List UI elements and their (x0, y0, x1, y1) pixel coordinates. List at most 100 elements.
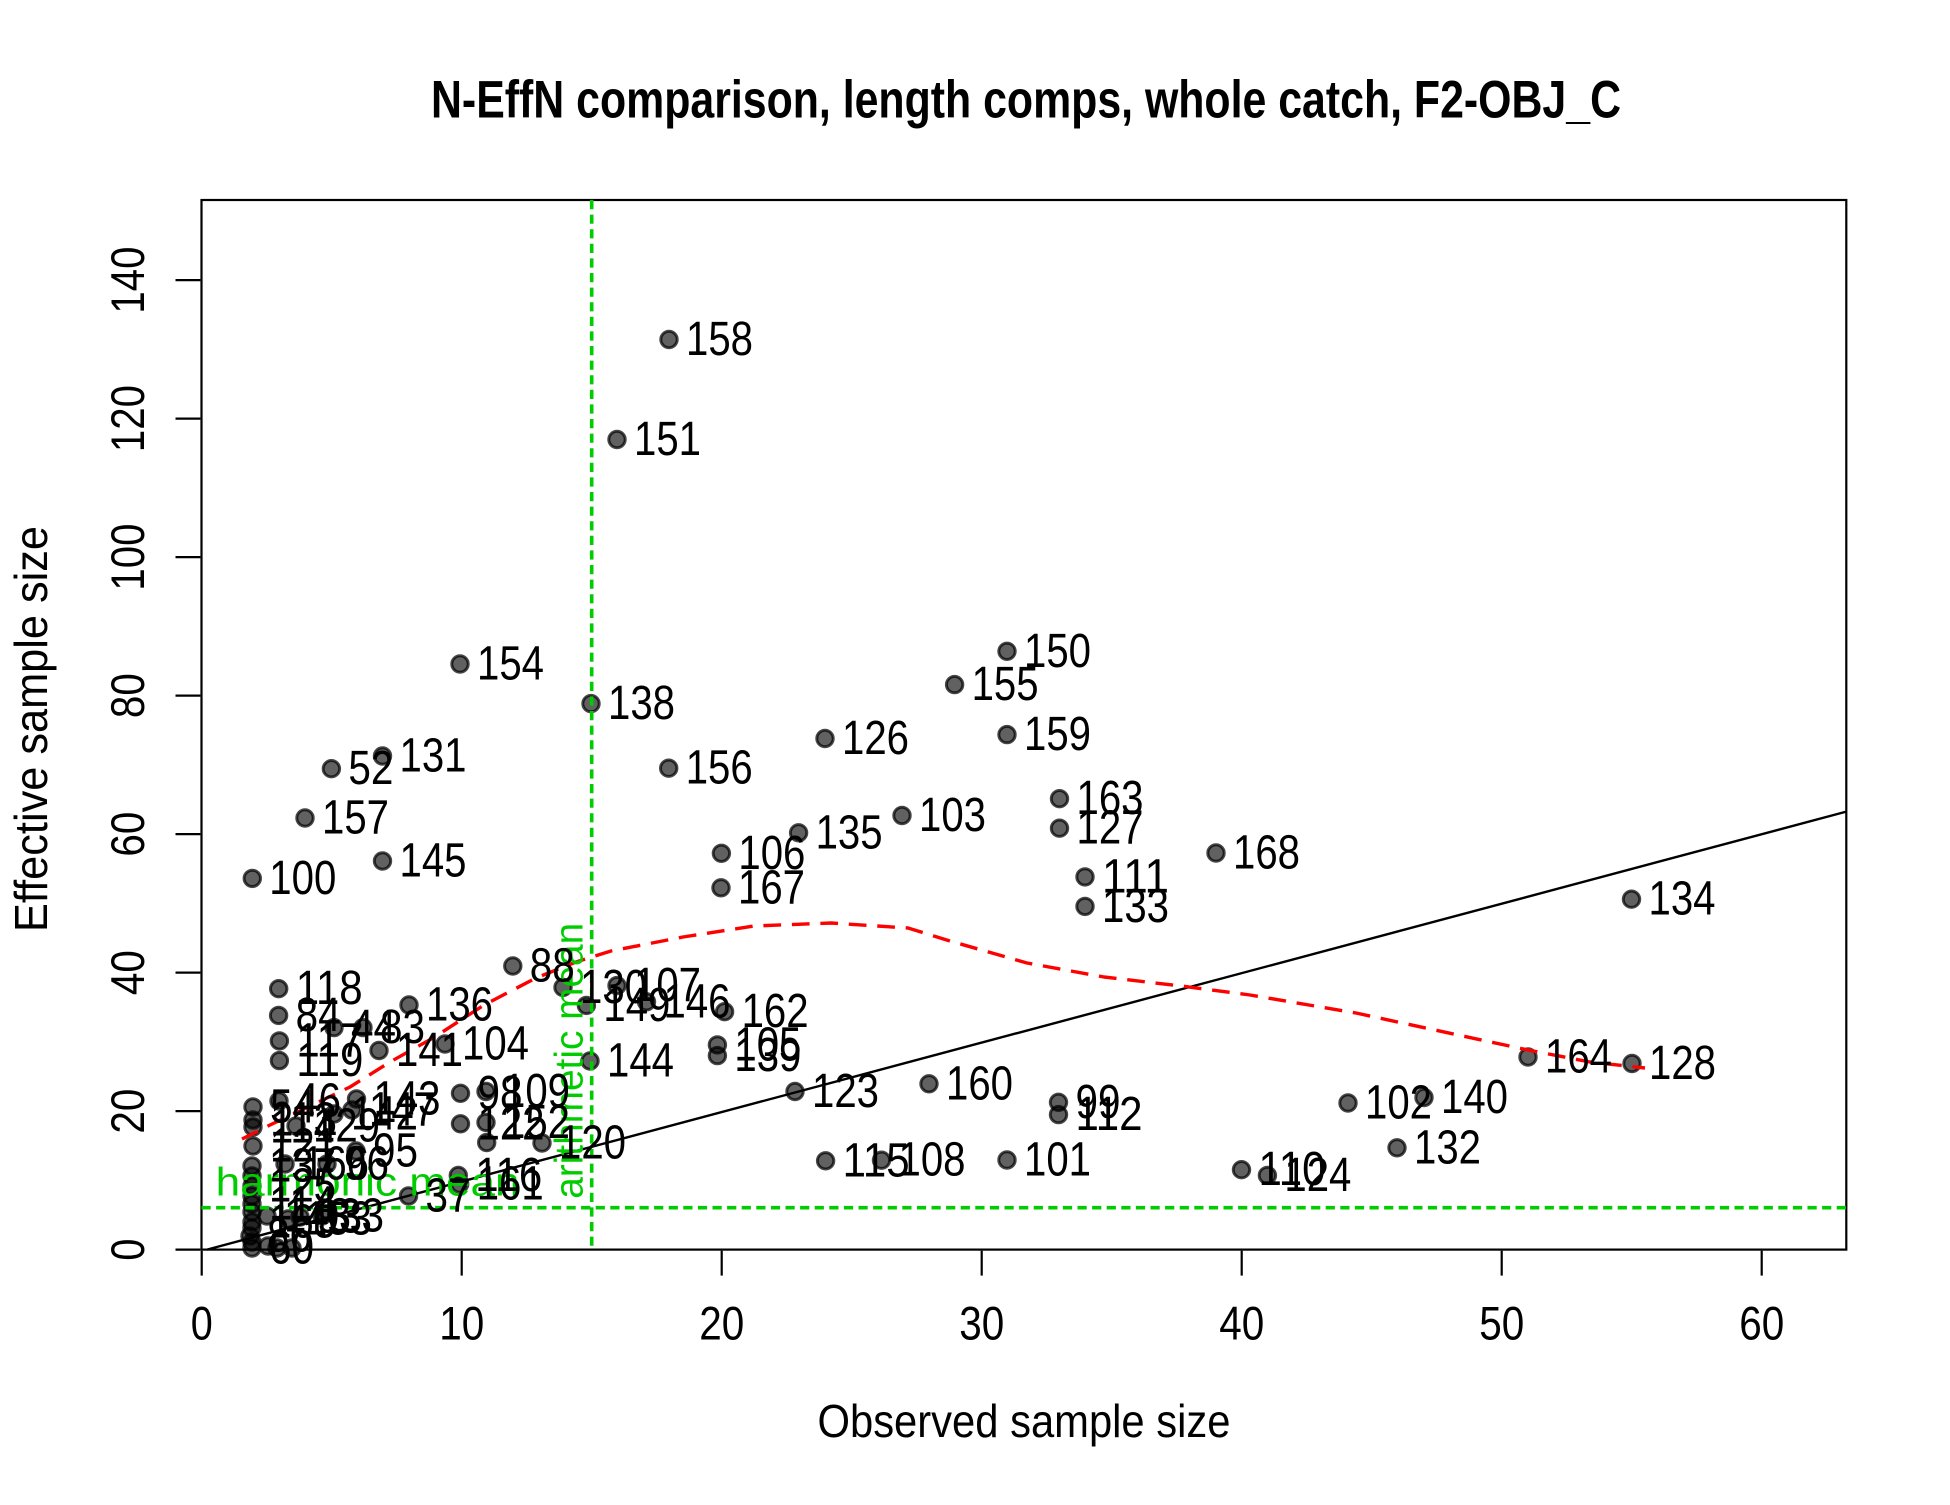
svg-text:100: 100 (101, 524, 154, 591)
svg-text:123: 123 (812, 1065, 879, 1118)
svg-text:84: 84 (296, 989, 341, 1042)
svg-text:88: 88 (530, 940, 575, 993)
svg-text:149: 149 (603, 979, 670, 1032)
svg-text:37: 37 (426, 1170, 471, 1223)
svg-text:155: 155 (972, 658, 1039, 711)
svg-text:144: 144 (607, 1035, 674, 1088)
svg-text:0: 0 (191, 1297, 213, 1350)
svg-text:165: 165 (269, 1196, 336, 1249)
svg-text:102: 102 (1365, 1077, 1432, 1130)
svg-text:60: 60 (101, 812, 154, 857)
svg-text:115: 115 (843, 1134, 910, 1187)
svg-text:harmonic mean: harmonic mean (216, 1161, 520, 1205)
svg-text:161: 161 (477, 1158, 544, 1211)
svg-text:164: 164 (1545, 1031, 1612, 1084)
svg-text:124: 124 (1284, 1149, 1351, 1202)
svg-text:114: 114 (270, 1101, 337, 1154)
svg-text:100: 100 (269, 852, 336, 905)
svg-text:130: 130 (580, 961, 647, 1014)
svg-text:150: 150 (1024, 625, 1091, 678)
svg-text:143: 143 (374, 1073, 441, 1126)
svg-text:151: 151 (634, 413, 701, 466)
svg-text:110: 110 (1259, 1143, 1326, 1196)
svg-text:160: 160 (946, 1057, 1013, 1110)
svg-text:99: 99 (1076, 1076, 1121, 1129)
svg-text:60: 60 (1739, 1297, 1784, 1350)
svg-text:146: 146 (664, 975, 731, 1028)
svg-text:158: 158 (686, 313, 753, 366)
svg-text:167: 167 (738, 861, 805, 914)
svg-text:136: 136 (426, 979, 493, 1032)
svg-text:127: 127 (1077, 802, 1144, 855)
svg-text:103: 103 (919, 789, 986, 842)
svg-text:154: 154 (477, 638, 544, 691)
svg-text:54: 54 (270, 1081, 315, 1134)
svg-text:152: 152 (503, 1096, 570, 1149)
svg-text:126: 126 (842, 712, 909, 765)
svg-text:141: 141 (396, 1024, 463, 1077)
svg-text:112: 112 (1076, 1088, 1143, 1141)
svg-text:52: 52 (348, 742, 393, 795)
svg-text:125: 125 (269, 1160, 336, 1213)
svg-text:120: 120 (559, 1117, 626, 1170)
svg-text:86: 86 (267, 1210, 312, 1263)
svg-text:133: 133 (1102, 880, 1169, 933)
svg-text:140: 140 (1441, 1071, 1508, 1124)
svg-text:33: 33 (339, 1190, 384, 1243)
svg-text:122: 122 (478, 1097, 545, 1150)
svg-text:113: 113 (270, 1094, 337, 1147)
svg-text:121: 121 (270, 1120, 337, 1173)
svg-text:105: 105 (734, 1018, 801, 1071)
svg-text:arithmetic mean: arithmetic mean (547, 923, 591, 1199)
svg-text:0: 0 (101, 1239, 154, 1261)
svg-text:83: 83 (380, 1001, 425, 1054)
svg-text:98: 98 (478, 1067, 523, 1120)
svg-text:106: 106 (738, 827, 805, 880)
svg-text:40: 40 (101, 950, 154, 995)
svg-text:148: 148 (284, 1190, 351, 1243)
svg-text:138: 138 (608, 677, 675, 730)
svg-text:93: 93 (317, 1191, 362, 1244)
svg-text:108: 108 (899, 1134, 966, 1187)
svg-text:116: 116 (475, 1149, 542, 1202)
svg-text:134: 134 (1649, 873, 1716, 926)
svg-text:153: 153 (305, 1193, 372, 1246)
svg-text:157: 157 (322, 792, 389, 845)
svg-text:Effective sample size: Effective sample size (5, 526, 57, 932)
svg-text:147: 147 (369, 1084, 436, 1137)
svg-text:109: 109 (503, 1065, 570, 1118)
svg-text:129: 129 (313, 1100, 380, 1153)
svg-text:114: 114 (269, 1178, 336, 1231)
svg-text:131: 131 (400, 730, 467, 783)
svg-text:145: 145 (400, 835, 467, 888)
svg-text:168: 168 (1233, 827, 1300, 880)
svg-text:128: 128 (1649, 1037, 1716, 1090)
svg-text:137: 137 (269, 1140, 336, 1193)
svg-text:44: 44 (351, 1001, 396, 1054)
svg-text:96: 96 (344, 1138, 389, 1191)
svg-text:118: 118 (296, 962, 363, 1015)
svg-text:104: 104 (462, 1018, 529, 1071)
svg-text:162: 162 (742, 985, 809, 1038)
svg-text:111: 111 (1102, 850, 1169, 903)
svg-text:N-EffN comparison, length comp: N-EffN comparison, length comps, whole c… (431, 71, 1621, 130)
svg-text:163: 163 (1077, 772, 1144, 825)
svg-text:80: 80 (101, 673, 154, 718)
svg-text:10: 10 (439, 1297, 484, 1350)
svg-text:166: 166 (302, 1138, 369, 1191)
svg-text:101: 101 (1024, 1134, 1091, 1187)
svg-text:132: 132 (1414, 1121, 1481, 1174)
svg-text:Observed sample size: Observed sample size (818, 1395, 1231, 1447)
svg-text:119: 119 (296, 1034, 363, 1087)
svg-text:60: 60 (269, 1222, 314, 1275)
svg-text:135: 135 (816, 806, 883, 859)
svg-text:20: 20 (699, 1297, 744, 1350)
svg-text:95: 95 (373, 1125, 418, 1178)
svg-text:139: 139 (734, 1029, 801, 1082)
svg-text:120: 120 (101, 385, 154, 452)
svg-text:142: 142 (351, 1088, 418, 1141)
svg-text:159: 159 (1024, 708, 1091, 761)
svg-text:117: 117 (296, 1014, 363, 1067)
svg-text:107: 107 (634, 959, 701, 1012)
svg-text:20: 20 (101, 1089, 154, 1134)
